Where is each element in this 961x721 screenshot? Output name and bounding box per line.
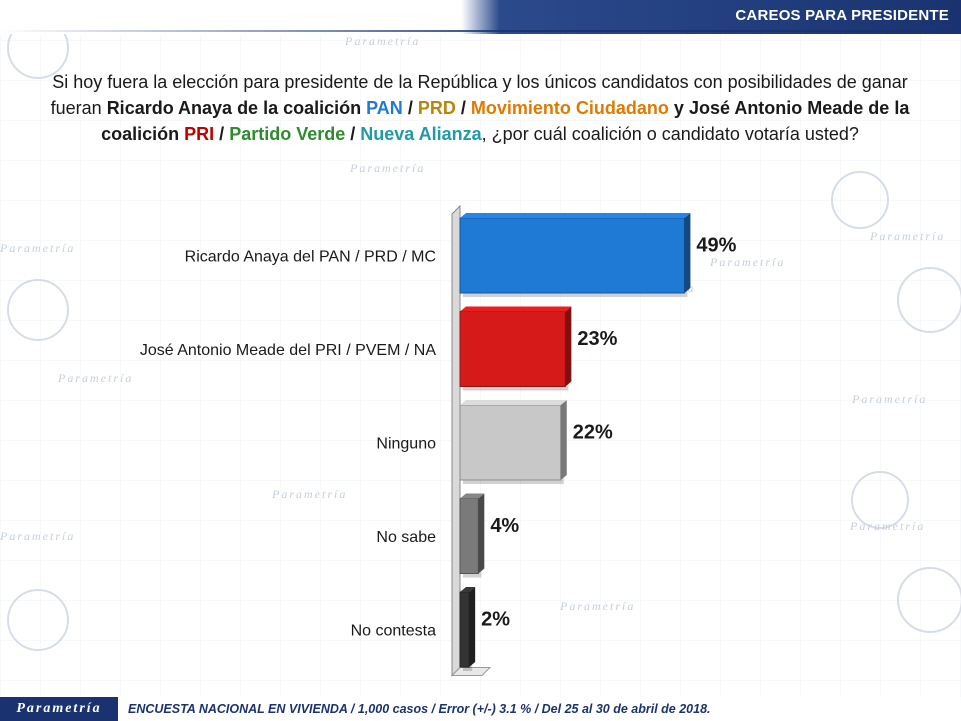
category-label: Ninguno [376, 436, 436, 453]
watermark-text: Parametría [869, 229, 945, 243]
bar-side [560, 400, 567, 480]
candidate2-label: José Antonio Meade de la coalición [101, 98, 910, 144]
footer-bar: Parametría ENCUESTA NACIONAL EN VIVIENDA… [0, 697, 961, 721]
conjunction: y [673, 98, 684, 118]
slash: / [460, 98, 466, 118]
party-pan: PAN [366, 98, 403, 118]
bar [459, 591, 470, 668]
value-label: 49% [696, 235, 736, 257]
header-bar: CAREOS PARA PRESIDENTE [0, 0, 961, 34]
category-label: No contesta [351, 623, 436, 640]
question-end: , ¿por cuál coalición o candidato votarí… [481, 124, 859, 144]
header-title: CAREOS PARA PRESIDENTE [735, 7, 949, 24]
watermark-text: Parametría [0, 241, 75, 255]
party-mc: Movimiento Ciudadano [470, 98, 669, 118]
bar [459, 404, 562, 481]
value-label: 4% [490, 515, 519, 537]
watermark-text: Parametría [709, 255, 785, 269]
bar-top-face [460, 493, 485, 499]
watermark-text: Parametría [851, 392, 927, 406]
bar-top-face [460, 400, 567, 405]
watermark-text: Parametría [271, 487, 347, 501]
question-intro: Si hoy fuera la elección para presidente… [50, 72, 908, 118]
category-label: José Antonio Meade del PRI / PVEM / NA [140, 342, 436, 359]
party-pv: Partido Verde [229, 124, 346, 144]
bar-side [478, 493, 485, 574]
party-prd: PRD [417, 98, 456, 118]
watermark-text: Parametría [559, 599, 635, 613]
watermark-text: Parametría [849, 519, 925, 533]
slash: / [219, 124, 225, 144]
watermark-text: Parametría [0, 529, 75, 543]
bar [459, 217, 685, 294]
bar-side [469, 587, 476, 667]
axis-floor [450, 667, 492, 676]
bar-top-face [460, 587, 476, 592]
party-na: Nueva Alianza [360, 124, 482, 144]
axis-wall [451, 204, 461, 677]
footer-note: ENCUESTA NACIONAL EN VIVIENDA / 1,000 ca… [128, 702, 711, 716]
watermark-text: Parametría [349, 161, 425, 175]
value-label: 23% [577, 328, 617, 350]
bar-top-face [460, 213, 691, 218]
bar-side [565, 306, 572, 387]
watermark-text: Parametría [344, 34, 420, 48]
category-label: Ricardo Anaya del PAN / PRD / MC [185, 249, 436, 266]
watermark-text: Parametría [57, 371, 133, 385]
bar [459, 498, 479, 574]
category-label: No sabe [376, 529, 436, 546]
candidate1-label: Ricardo Anaya de la coalición [106, 98, 362, 118]
value-label: 2% [481, 609, 510, 631]
footer-logo: Parametría [0, 697, 118, 721]
slash: / [407, 98, 413, 118]
party-pri: PRI [184, 124, 215, 144]
bar-side [684, 213, 691, 293]
value-label: 22% [573, 422, 613, 444]
question-text: Si hoy fuera la elección para presidente… [40, 69, 920, 147]
slash: / [350, 124, 356, 144]
bar [459, 311, 566, 387]
bar-top-face [460, 306, 572, 312]
